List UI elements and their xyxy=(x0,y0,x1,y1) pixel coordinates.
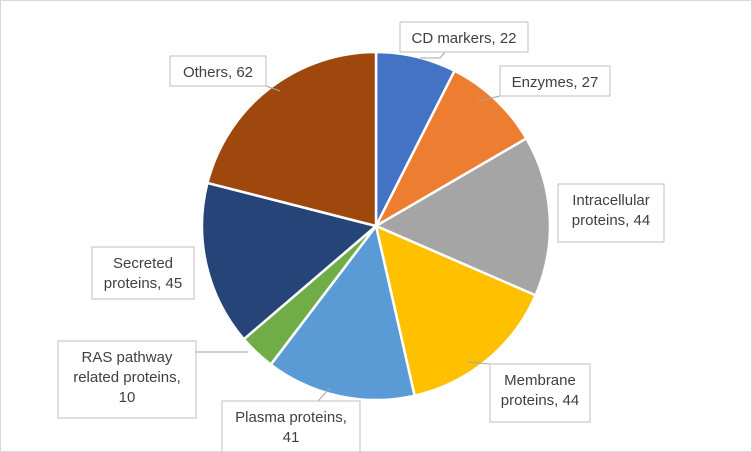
pie-slice-membrane-proteins xyxy=(374,224,537,397)
data-label-box xyxy=(557,183,665,243)
data-label-text: proteins, 44 xyxy=(501,392,579,409)
leader-lines xyxy=(196,51,501,402)
data-labels: CD markers, 22 Enzymes, 27 Intracellular pr… xyxy=(57,21,665,452)
data-label-text: Enzymes, 27 xyxy=(512,74,599,91)
data-label-secreted-proteins: Secreted proteins, 45 xyxy=(91,246,195,300)
data-label-text: 10 xyxy=(119,389,136,406)
data-label-others: Others, 62 xyxy=(169,55,267,87)
leader-line-cd-markers xyxy=(420,51,446,59)
data-label-box xyxy=(57,340,197,419)
data-label-box xyxy=(221,400,361,452)
data-label-text: Intracellular xyxy=(572,192,650,209)
data-label-text: Plasma proteins, xyxy=(235,409,347,426)
data-label-intracellular-proteins: Intracellular proteins, 44 xyxy=(557,183,665,243)
data-label-plasma-proteins: Plasma proteins, 41 xyxy=(221,400,361,452)
data-label-box xyxy=(489,363,591,423)
data-label-box xyxy=(169,55,267,87)
pie-slice-secreted-proteins xyxy=(200,181,378,341)
data-label-cd-markers: CD markers, 22 xyxy=(399,21,529,53)
data-label-box xyxy=(399,21,529,53)
leader-line-membrane-proteins xyxy=(467,361,491,365)
data-label-enzymes: Enzymes, 27 xyxy=(499,65,611,97)
data-label-box xyxy=(91,246,195,300)
data-label-text: Secreted xyxy=(113,255,173,272)
data-label-text: Others, 62 xyxy=(183,64,253,81)
data-label-membrane-proteins: Membrane proteins, 44 xyxy=(489,363,591,423)
pie-slice-enzymes xyxy=(374,69,528,228)
leader-line-others xyxy=(265,85,281,92)
data-label-text: proteins, 45 xyxy=(104,275,182,292)
data-label-text: related proteins, xyxy=(73,369,181,386)
pie-slice-plasma-proteins xyxy=(269,224,416,402)
leader-line-plasma-proteins xyxy=(317,387,331,402)
data-label-ras-pathway-related-proteins: RAS pathway related proteins, 10 xyxy=(57,340,197,419)
data-label-text: Membrane xyxy=(504,372,576,389)
data-label-text: 41 xyxy=(283,429,300,446)
data-label-text: proteins, 44 xyxy=(572,212,650,229)
data-label-text: RAS pathway xyxy=(82,349,173,366)
data-label-text: CD markers, 22 xyxy=(411,30,516,47)
pie-slice-others xyxy=(206,50,378,228)
pie-slices xyxy=(200,50,552,402)
pie-slice-intracellular-proteins xyxy=(374,137,552,297)
leader-line-enzymes xyxy=(477,95,501,102)
data-label-box xyxy=(499,65,611,97)
